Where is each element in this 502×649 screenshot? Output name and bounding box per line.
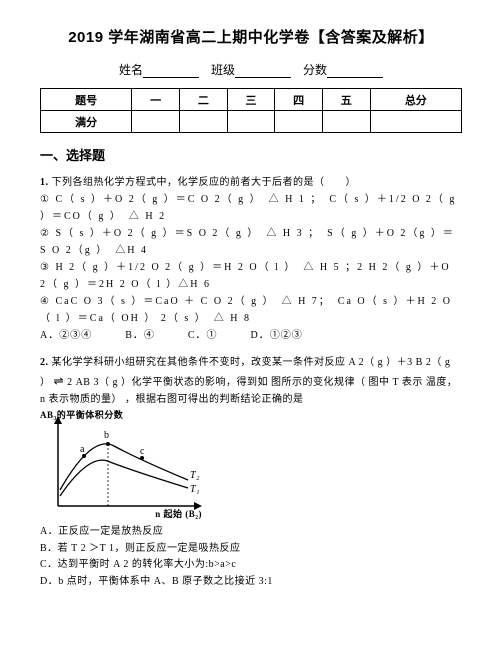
q2-opt-d: D．b 点时，平衡体系中 A、B 原子数之比接近 3:1 (40, 574, 462, 591)
q1-eq2: ② S（ s ）＋O 2（ g ）＝S O 2（ g ） △ H 3 ； S（ … (40, 228, 455, 256)
graph-ylabel: AB₃的平衡体积分数 (40, 408, 123, 423)
graph-xlabel: n 起始 (B₂) (155, 507, 202, 522)
point-a-label: a (80, 444, 85, 455)
q1-eq3: ③ H 2（ g ）＋1/2 O 2（ g ）＝H 2 O（ l ） △ H 5… (40, 262, 451, 290)
section-1-header: 一、选择题 (40, 145, 462, 164)
cell-blank[interactable] (275, 111, 323, 133)
page-title: 2019 学年湖南省高二上期中化学卷【含答案及解析】 (40, 26, 462, 47)
point-c-label: c (140, 446, 145, 457)
cell-blank[interactable] (322, 111, 370, 133)
cell-blank[interactable] (370, 111, 461, 133)
equilibrium-arrow-icon: ⇌ (54, 374, 65, 388)
student-info-line: 姓名 班级 分数 (40, 61, 462, 78)
cell-blank[interactable] (132, 111, 180, 133)
row-label: 满分 (41, 111, 132, 133)
name-label: 姓名 (119, 63, 143, 77)
q2-opt-c: C．达到平衡时 A 2 的转化率大小为:b>a>c (40, 557, 462, 574)
th-1: 一 (132, 89, 180, 111)
cell-blank[interactable] (227, 111, 275, 133)
q1-stem: 下列各组热化学方程式中，化学反应的前者大于后者的是（ ） (52, 177, 357, 188)
table-row: 满分 (41, 111, 462, 133)
score-table: 题号 一 二 三 四 五 总分 满分 (40, 88, 462, 133)
score-label: 分数 (303, 63, 327, 77)
class-blank[interactable] (235, 65, 291, 78)
q1-options: A．②③④ B．④ C．① D．①②③ (40, 330, 303, 341)
cell-blank[interactable] (180, 111, 228, 133)
q2-number: 2. (40, 357, 49, 368)
q2-opt-a: A．正反应一定是放热反应 (40, 524, 462, 541)
question-2: 2. 某化学学科研小组研究在其他条件不变时，改变某一条件对反应 A 2（ g ）… (40, 354, 462, 590)
th-5: 五 (322, 89, 370, 111)
q2-opt-b: B．若 T 2 ＞T 1，则正反应一定是吸热反应 (40, 541, 462, 558)
th-2: 二 (180, 89, 228, 111)
th-num: 题号 (41, 89, 132, 111)
curve-t1-label: T₁ (190, 484, 200, 495)
curve-t2-label: T₂ (190, 470, 200, 481)
table-row: 题号 一 二 三 四 五 总分 (41, 89, 462, 111)
th-4: 四 (275, 89, 323, 111)
name-blank[interactable] (143, 65, 199, 78)
q2-graph: a b c T₂ T₁ AB₃的平衡体积分数 n 起始 (B₂) (40, 412, 208, 520)
th-3: 三 (227, 89, 275, 111)
th-total: 总分 (370, 89, 461, 111)
class-label: 班级 (211, 63, 235, 77)
point-b-label: b (104, 430, 110, 441)
score-blank[interactable] (327, 65, 383, 78)
q2-options: A．正反应一定是放热反应 B．若 T 2 ＞T 1，则正反应一定是吸热反应 C．… (40, 524, 462, 590)
q1-eq1: ① C（ s ）＋O 2（ g ）＝C O 2（ g ） △ H 1 ； C（ … (40, 194, 456, 222)
q2-stem-b: 2 AB 3（ g ）化学平衡状态的影响，得到如 图所示的变化规律（ 图中 T … (40, 377, 457, 405)
q1-number: 1. (40, 177, 49, 188)
question-1: 1. 下列各组热化学方程式中，化学反应的前者大于后者的是（ ） ① C（ s ）… (40, 174, 462, 344)
q1-eq4: ④ CaC O 3（ s ）＝CaO ＋ C O 2（ g ） △ H 7； C… (40, 296, 452, 324)
